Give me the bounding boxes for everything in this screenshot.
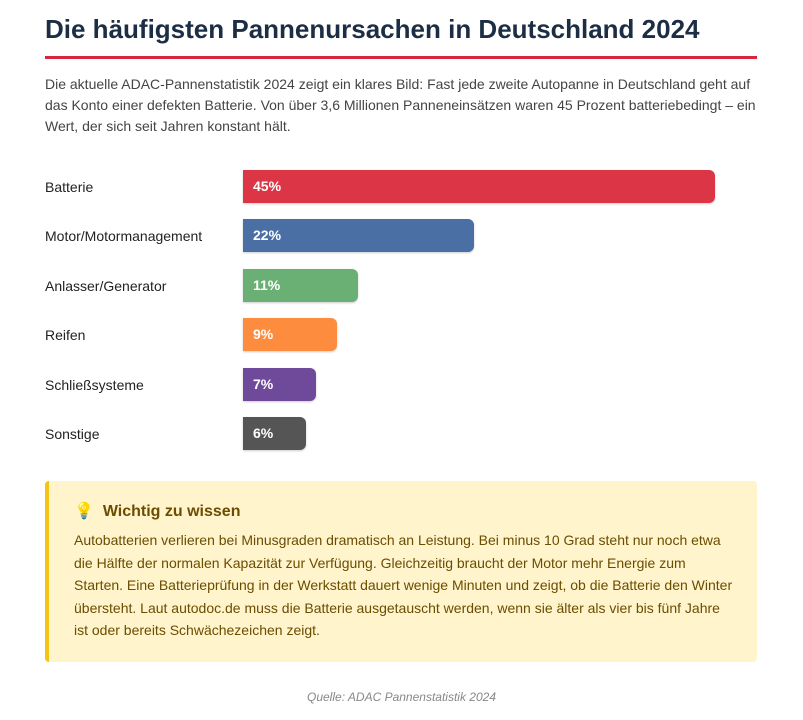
info-box: 💡 Wichtig zu wissen Autobatterien verlie… [45, 481, 757, 662]
bar-track: 22% [243, 219, 767, 253]
bar-track: 7% [243, 367, 767, 401]
bar: 9% [243, 318, 338, 352]
value-label: 45% [253, 178, 282, 194]
chart-row: Sonstige 6% [45, 416, 757, 466]
bar: 7% [243, 367, 317, 401]
source-caption: Quelle: ADAC Pannenstatistik 2024 [307, 690, 496, 704]
value-label: 11% [253, 276, 281, 293]
category-label: Sonstige [45, 425, 100, 442]
chart-row: Anlasser/Generator 11% [45, 268, 757, 318]
category-label: Reifen [45, 327, 86, 344]
value-label: 9% [253, 326, 274, 343]
category-label: Anlasser/Generator [45, 277, 167, 294]
chart-row: Motor/Motormanagement 22% [45, 219, 757, 268]
intro-text: Die aktuelle ADAC-Pannenstatistik 2024 z… [45, 76, 756, 134]
category-label: Motor/Motormanagement [45, 228, 203, 245]
bar-track: 9% [243, 318, 767, 352]
category-label: Schließsysteme [45, 376, 144, 393]
lightbulb-icon: 💡 [74, 503, 94, 520]
page-title: Die häufigsten Pannenursachen in Deutsch… [45, 14, 700, 44]
bar-track: 45% [243, 170, 767, 203]
chart-row: Reifen 9% [45, 318, 757, 367]
info-box-heading: 💡 Wichtig zu wissen [74, 501, 733, 521]
info-box-title: Wichtig zu wissen [102, 503, 241, 520]
category-label: Batterie [45, 179, 94, 195]
value-label: 7% [253, 375, 274, 392]
bar: 11% [243, 268, 359, 302]
bar-track: 11% [243, 268, 767, 302]
value-label: 6% [253, 424, 274, 441]
bar: 22% [243, 219, 474, 253]
info-box-text: Autobatterien verlieren bei Minusgraden … [74, 532, 733, 638]
title-underline [45, 56, 757, 59]
bar-track: 6% [243, 416, 767, 450]
bar-chart: Batterie 45% Motor/Motormanagement 22% Anlas… [45, 170, 757, 466]
chart-row: Batterie 45% [45, 170, 757, 219]
value-label: 22% [253, 227, 282, 244]
bar: 45% [243, 170, 715, 203]
chart-row: Schließsysteme 7% [45, 367, 757, 417]
bar: 6% [243, 416, 306, 450]
